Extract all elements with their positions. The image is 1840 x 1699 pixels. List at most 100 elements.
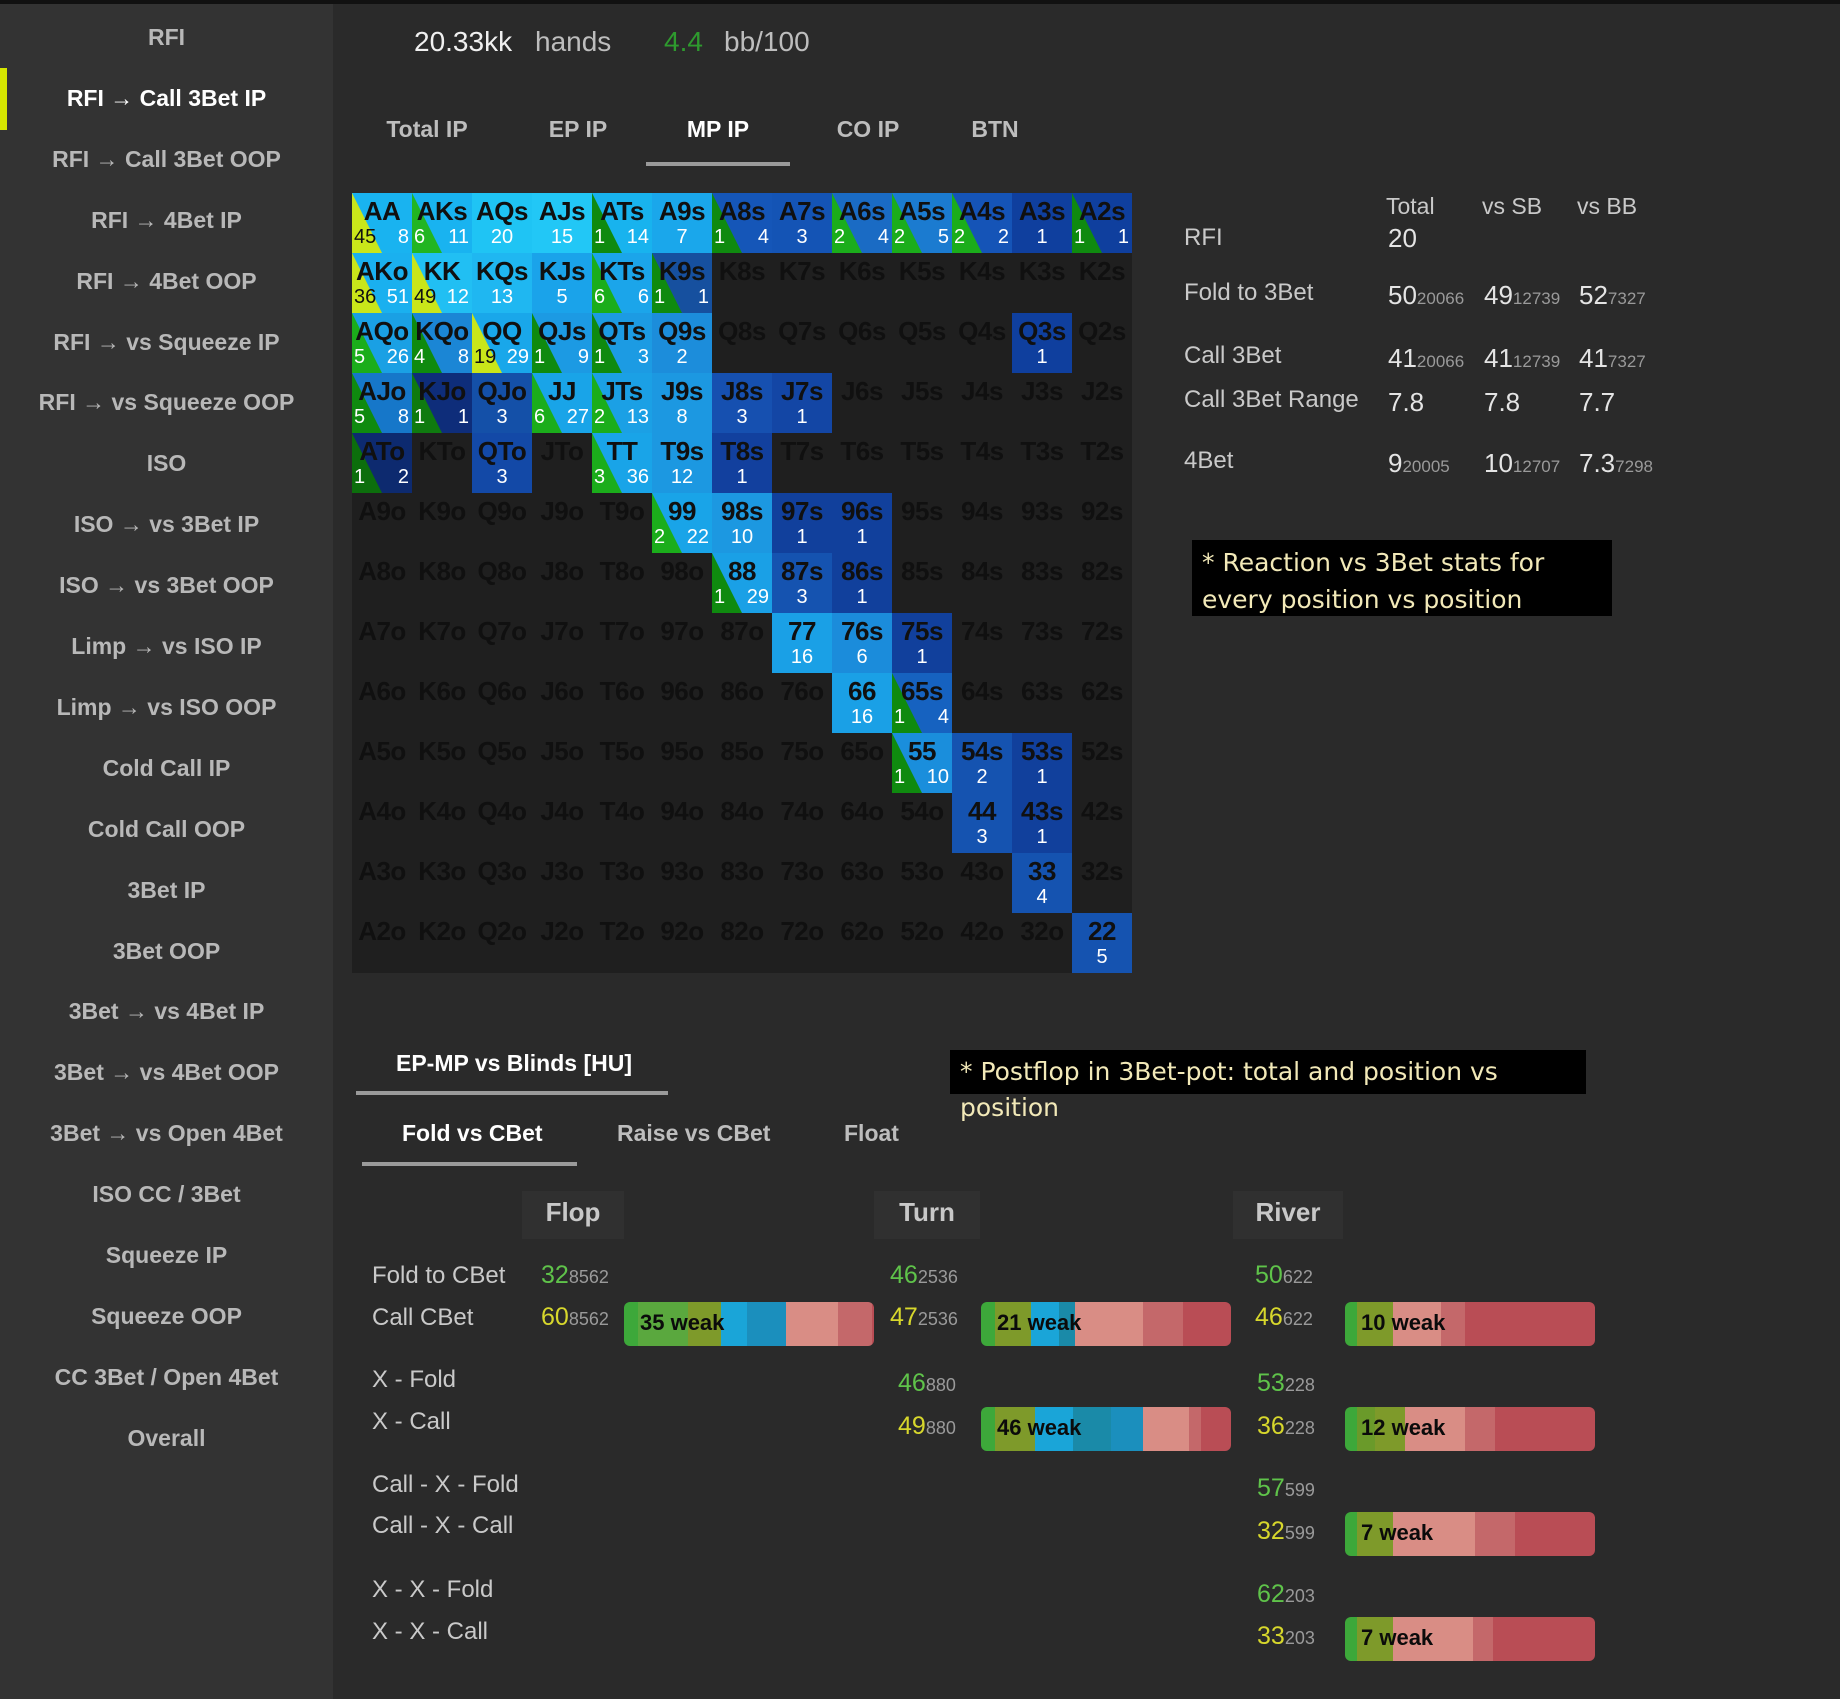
matrix-cell[interactable]: A9s 7: [652, 193, 712, 253]
matrix-cell[interactable]: J6s: [832, 373, 892, 433]
matrix-cell[interactable]: A3s 1: [1012, 193, 1072, 253]
tab-btn[interactable]: BTN: [971, 116, 1019, 142]
matrix-cell[interactable]: T7s: [772, 433, 832, 493]
matrix-cell[interactable]: JTs 2 13: [592, 373, 652, 433]
sidebar-item[interactable]: 3Bet → vs 4Bet OOP: [54, 1059, 279, 1086]
sidebar-item[interactable]: Limp → vs ISO OOP: [56, 693, 277, 720]
sidebar-item[interactable]: RFI → vs Squeeze IP: [53, 328, 280, 355]
matrix-cell[interactable]: 97o: [652, 613, 712, 673]
matrix-cell[interactable]: 83o: [712, 853, 772, 913]
sidebar-item[interactable]: RFI → vs Squeeze OOP: [38, 389, 295, 416]
matrix-cell[interactable]: 62s: [1072, 673, 1132, 733]
subtab-fold-vs-cbet[interactable]: Fold vs CBet: [402, 1120, 543, 1146]
matrix-cell[interactable]: KJs 5: [532, 253, 592, 313]
sidebar-item[interactable]: Cold Call IP: [102, 754, 231, 781]
matrix-cell[interactable]: A2o: [352, 913, 412, 973]
matrix-cell[interactable]: AKo 36 51: [352, 253, 412, 313]
matrix-cell[interactable]: 75s 1: [892, 613, 952, 673]
matrix-cell[interactable]: 62o: [832, 913, 892, 973]
matrix-cell[interactable]: 74s: [952, 613, 1012, 673]
matrix-cell[interactable]: T2s: [1072, 433, 1132, 493]
matrix-cell[interactable]: 43s 1: [1012, 793, 1072, 853]
matrix-cell[interactable]: Q6o: [472, 673, 532, 733]
tab-mp-ip[interactable]: MP IP: [686, 116, 750, 142]
matrix-cell[interactable]: 76o: [772, 673, 832, 733]
matrix-cell[interactable]: A8s 1 4: [712, 193, 772, 253]
matrix-cell[interactable]: 82s: [1072, 553, 1132, 613]
matrix-cell[interactable]: K2o: [412, 913, 472, 973]
matrix-cell[interactable]: 96o: [652, 673, 712, 733]
matrix-cell[interactable]: Q3o: [472, 853, 532, 913]
matrix-cell[interactable]: K7s: [772, 253, 832, 313]
matrix-cell[interactable]: 54s 2: [952, 733, 1012, 793]
matrix-cell[interactable]: AJs 15: [532, 193, 592, 253]
matrix-cell[interactable]: T9s 12: [652, 433, 712, 493]
matrix-cell[interactable]: AJo 5 8: [352, 373, 412, 433]
tab-ep-ip[interactable]: EP IP: [548, 116, 608, 142]
matrix-cell[interactable]: A6s 2 4: [832, 193, 892, 253]
matrix-cell[interactable]: A9o: [352, 493, 412, 553]
matrix-cell[interactable]: 65o: [832, 733, 892, 793]
matrix-cell[interactable]: J3o: [532, 853, 592, 913]
matrix-cell[interactable]: 63s: [1012, 673, 1072, 733]
matrix-cell[interactable]: 72o: [772, 913, 832, 973]
matrix-cell[interactable]: 87s 3: [772, 553, 832, 613]
matrix-cell[interactable]: 64o: [832, 793, 892, 853]
matrix-cell[interactable]: 98o: [652, 553, 712, 613]
matrix-cell[interactable]: K4o: [412, 793, 472, 853]
matrix-cell[interactable]: QQ 19 29: [472, 313, 532, 373]
sidebar-item[interactable]: Cold Call OOP: [87, 815, 246, 842]
matrix-cell[interactable]: 76s 6: [832, 613, 892, 673]
matrix-cell[interactable]: J7s 1: [772, 373, 832, 433]
matrix-cell[interactable]: Q4s: [952, 313, 1012, 373]
matrix-cell[interactable]: K5s: [892, 253, 952, 313]
matrix-cell[interactable]: ATs 1 14: [592, 193, 652, 253]
matrix-cell[interactable]: K3s: [1012, 253, 1072, 313]
matrix-cell[interactable]: 86o: [712, 673, 772, 733]
matrix-cell[interactable]: Q8s: [712, 313, 772, 373]
matrix-cell[interactable]: Q9s 2: [652, 313, 712, 373]
matrix-cell[interactable]: 44 3: [952, 793, 1012, 853]
matrix-cell[interactable]: 92o: [652, 913, 712, 973]
matrix-cell[interactable]: 52o: [892, 913, 952, 973]
sidebar-item[interactable]: Squeeze OOP: [91, 1302, 242, 1329]
matrix-cell[interactable]: A4o: [352, 793, 412, 853]
matrix-cell[interactable]: T6s: [832, 433, 892, 493]
sidebar-item[interactable]: ISO: [146, 450, 187, 477]
matrix-cell[interactable]: 94o: [652, 793, 712, 853]
matrix-cell[interactable]: KK 49 12: [412, 253, 472, 313]
matrix-cell[interactable]: 93s: [1012, 493, 1072, 553]
matrix-cell[interactable]: T5o: [592, 733, 652, 793]
matrix-cell[interactable]: QJs 1 9: [532, 313, 592, 373]
matrix-cell[interactable]: 73o: [772, 853, 832, 913]
matrix-cell[interactable]: T2o: [592, 913, 652, 973]
sidebar-item[interactable]: Limp → vs ISO IP: [71, 633, 262, 659]
matrix-cell[interactable]: T8s 1: [712, 433, 772, 493]
matrix-cell[interactable]: K5o: [412, 733, 472, 793]
matrix-cell[interactable]: Q2s: [1072, 313, 1132, 373]
matrix-cell[interactable]: 22 5: [1072, 913, 1132, 973]
matrix-cell[interactable]: ATo 1 2: [352, 433, 412, 493]
matrix-cell[interactable]: A7o: [352, 613, 412, 673]
matrix-cell[interactable]: K9o: [412, 493, 472, 553]
matrix-cell[interactable]: QTo 3: [472, 433, 532, 493]
matrix-cell[interactable]: 95s: [892, 493, 952, 553]
matrix-cell[interactable]: Q7s: [772, 313, 832, 373]
matrix-cell[interactable]: K6o: [412, 673, 472, 733]
matrix-cell[interactable]: 54o: [892, 793, 952, 853]
matrix-cell[interactable]: T6o: [592, 673, 652, 733]
matrix-cell[interactable]: AA 45 8: [352, 193, 412, 253]
matrix-cell[interactable]: Q9o: [472, 493, 532, 553]
matrix-cell[interactable]: 75o: [772, 733, 832, 793]
matrix-cell[interactable]: K8o: [412, 553, 472, 613]
matrix-cell[interactable]: K6s: [832, 253, 892, 313]
matrix-cell[interactable]: A4s 2 2: [952, 193, 1012, 253]
matrix-cell[interactable]: 72s: [1072, 613, 1132, 673]
matrix-cell[interactable]: T4s: [952, 433, 1012, 493]
matrix-cell[interactable]: 99 2 22: [652, 493, 712, 553]
matrix-cell[interactable]: T5s: [892, 433, 952, 493]
matrix-cell[interactable]: 32o: [1012, 913, 1072, 973]
matrix-cell[interactable]: J4o: [532, 793, 592, 853]
matrix-cell[interactable]: T4o: [592, 793, 652, 853]
matrix-cell[interactable]: 42o: [952, 913, 1012, 973]
